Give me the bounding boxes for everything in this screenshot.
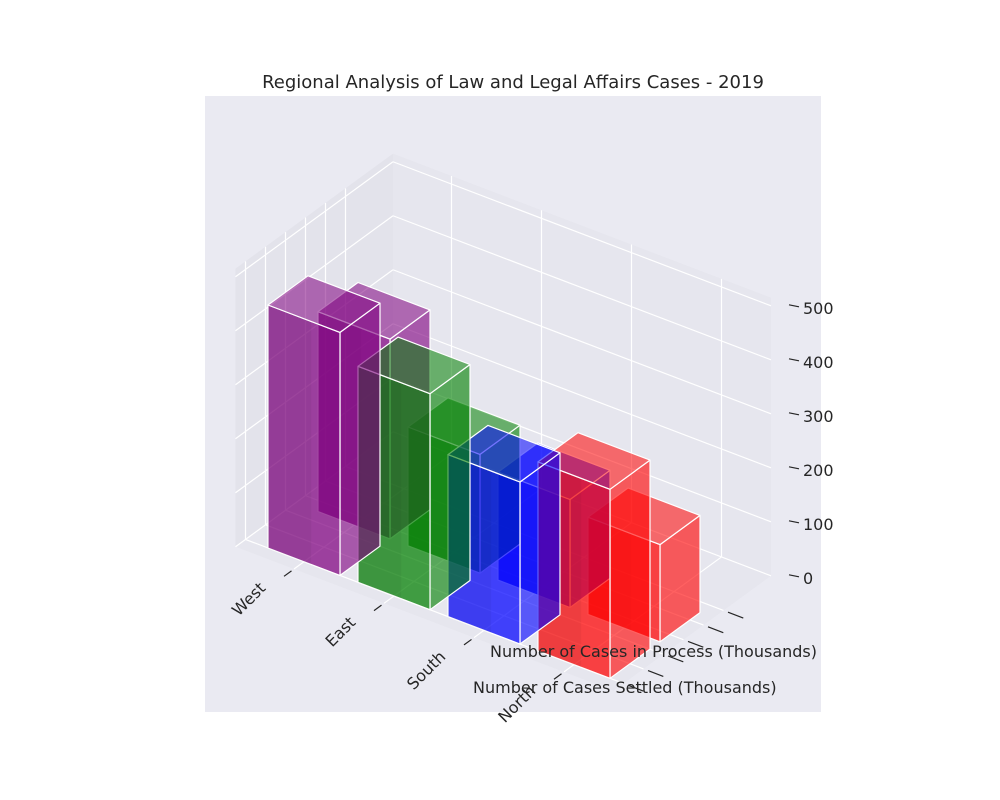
x-tick-mark: [283, 570, 292, 577]
chart-title: Regional Analysis of Law and Legal Affai…: [262, 72, 764, 93]
z-tick-label: 100: [803, 515, 834, 534]
grid-line-z-back: [392, 161, 772, 307]
y-tick-mark: [667, 655, 684, 663]
bar-top-face: [447, 424, 561, 483]
y-tick-mark: [647, 670, 664, 677]
grid-line-z-left: [235, 215, 394, 332]
grid-line-z-back: [392, 269, 772, 415]
z-tick-label: 0: [803, 569, 813, 588]
z-tick-mark: [788, 358, 800, 362]
z-tick-mark: [788, 412, 800, 416]
bar-side-face: [429, 363, 471, 611]
bar-front-shade: [268, 305, 312, 565]
z-tick-label: 300: [803, 407, 834, 426]
z-tick-label: 200: [803, 461, 834, 480]
grid-line-z-back: [392, 323, 772, 469]
y-tick-mark: [627, 684, 644, 692]
bar-top-face: [357, 336, 471, 395]
y-tick-mark: [687, 640, 704, 648]
grid-line-z-left: [235, 161, 394, 278]
bar-top-face: [537, 432, 651, 490]
x-tick-mark: [553, 673, 562, 680]
z-tick-mark: [788, 520, 800, 524]
bar-top-face: [267, 275, 381, 333]
z-tick-label: 500: [803, 299, 834, 318]
x-tick-mark: [463, 638, 472, 646]
z-tick-mark: [788, 304, 800, 308]
bar-side-face: [339, 302, 381, 577]
bar-west-settled: [267, 275, 381, 577]
bars: [267, 275, 701, 679]
z-tick-mark: [788, 574, 800, 578]
bar-side-face: [519, 452, 561, 645]
x-tick-mark: [373, 604, 382, 612]
z-tick-mark: [788, 466, 800, 470]
y-tick-mark: [707, 626, 724, 634]
y-tick-label: Number of Cases Settled (Thousands): [473, 678, 777, 697]
back-wall-pane: [393, 153, 771, 576]
y-tick-label: Number of Cases in Process (Thousands): [490, 642, 817, 661]
y-tick-mark: [727, 611, 744, 619]
axis-ticks: [283, 304, 800, 692]
grid-line-z-back: [392, 215, 772, 361]
z-tick-label: 400: [803, 353, 834, 372]
